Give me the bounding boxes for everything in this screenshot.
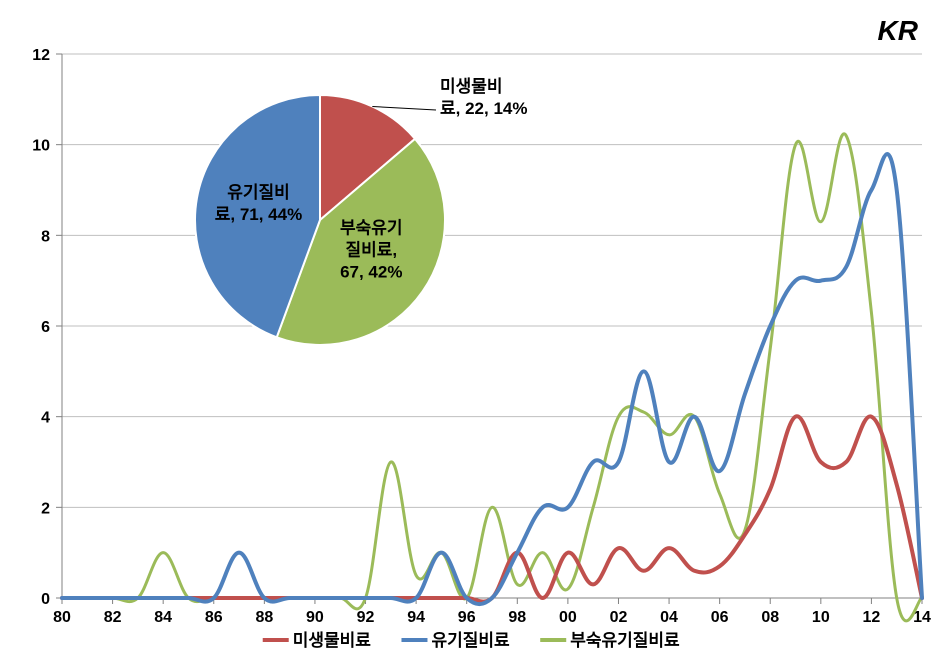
xtick-label: 82	[104, 609, 122, 626]
xtick-label: 10	[812, 609, 830, 626]
xtick-label: 12	[863, 609, 881, 626]
xtick-label: 80	[53, 609, 71, 626]
pie-label: 유기질비	[227, 182, 290, 202]
legend: 미생물비료 유기질비료 부숙유기질비료	[263, 630, 680, 650]
legend-label: 미생물비료	[293, 631, 372, 650]
xtick-label: 92	[357, 609, 375, 626]
ytick-label: 6	[41, 319, 50, 336]
xtick-label: 86	[205, 609, 223, 626]
xtick-label: 84	[154, 609, 172, 626]
xtick-label: 94	[407, 609, 425, 626]
ytick-label: 12	[32, 47, 50, 64]
xtick-label: 02	[610, 609, 628, 626]
xtick-label: 98	[508, 609, 526, 626]
chart-title: KR	[878, 15, 919, 46]
xtick-label: 08	[761, 609, 779, 626]
xtick-label: 04	[660, 609, 678, 626]
pie-label: 67, 42%	[340, 263, 402, 282]
xtick-label: 96	[458, 609, 476, 626]
pie-label: 미생물비	[440, 77, 503, 96]
ytick-label: 2	[41, 500, 50, 517]
ytick-label: 4	[41, 410, 50, 427]
legend-label: 부숙유기질비료	[570, 630, 680, 650]
pie-label: 료, 71, 44%	[215, 205, 302, 224]
xtick-label: 00	[559, 609, 577, 626]
pie-label: 질비료,	[345, 240, 397, 260]
legend-label: 유기질비료	[431, 630, 510, 650]
xtick-label: 06	[711, 609, 729, 626]
ytick-label: 10	[32, 138, 50, 155]
ytick-label: 0	[41, 591, 50, 608]
chart-svg: 0246810128082848688909294969800020406081…	[0, 0, 946, 662]
xtick-label: 90	[306, 609, 324, 626]
xtick-label: 88	[255, 609, 273, 626]
pie-label: 부숙유기	[340, 219, 403, 238]
pie-label: 료, 22, 14%	[440, 99, 527, 118]
ytick-label: 8	[41, 228, 50, 245]
chart-root: 0246810128082848688909294969800020406081…	[0, 0, 946, 662]
